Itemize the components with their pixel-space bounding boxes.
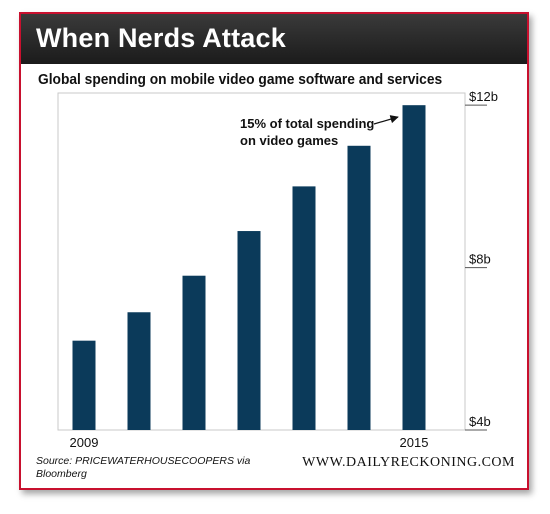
x-tick-label: 2009: [70, 435, 99, 450]
annotation-arrow: [373, 115, 399, 125]
y-tick-label: $12b: [469, 89, 498, 104]
source-note: Source: PRICEWATERHOUSECOOPERS via Bloom…: [36, 455, 251, 480]
bar-2013: [292, 186, 316, 430]
bar-2015: [402, 105, 426, 430]
bar-2010: [127, 312, 151, 430]
chart-title: Global spending on mobile video game sof…: [38, 72, 443, 88]
header-title: When Nerds Attack: [36, 23, 286, 53]
annotation-line-2: on video games: [240, 133, 338, 148]
bar-2009: [72, 340, 96, 430]
y-tick-label: $4b: [469, 414, 491, 429]
y-axis: $12b $8b $4b: [465, 89, 498, 431]
header-bar: When Nerds Attack: [21, 14, 527, 64]
bars-group: [72, 105, 426, 430]
x-axis: 2009 2015: [70, 435, 429, 450]
plot-area: [57, 92, 466, 431]
y-tick-label: $8b: [469, 252, 491, 267]
annotation-group: 15% of total spending on video games: [240, 115, 399, 148]
bar-2012: [237, 231, 261, 430]
annotation-line-1: 15% of total spending: [240, 116, 374, 131]
bar-2011: [182, 275, 206, 430]
bar-2014: [347, 145, 371, 430]
website-label: WWW.DAILYRECKONING.COM: [302, 455, 515, 470]
x-tick-label: 2015: [400, 435, 429, 450]
